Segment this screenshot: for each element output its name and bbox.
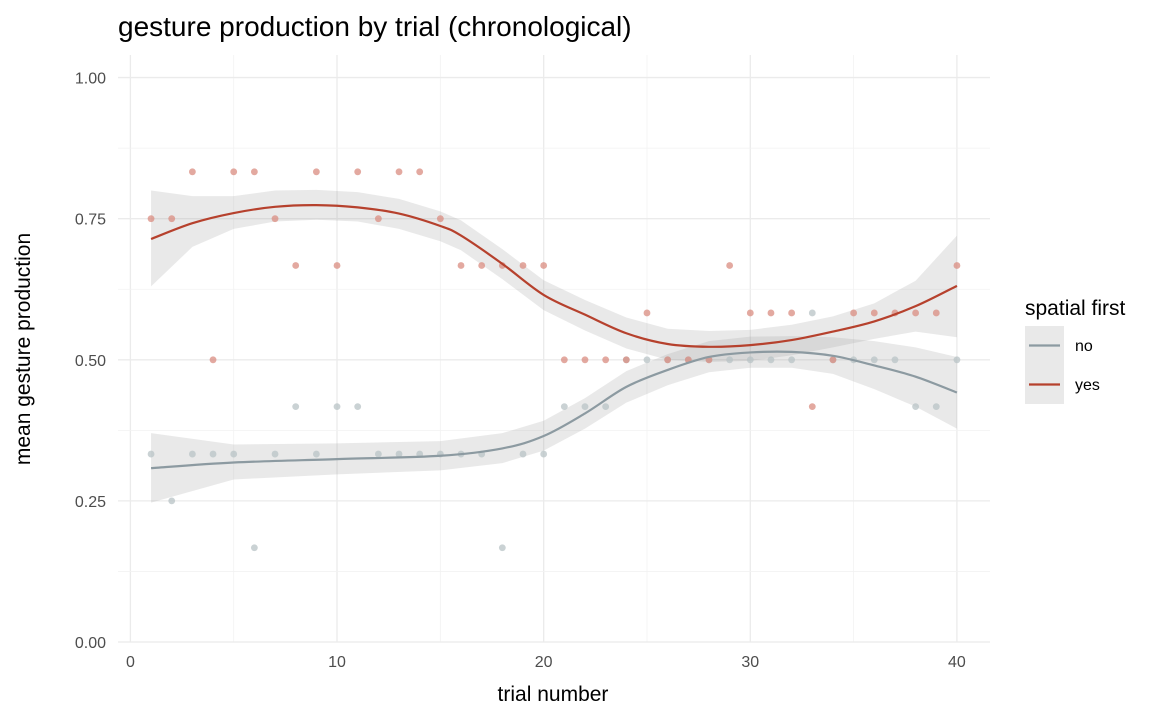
chart-title: gesture production by trial (chronologic…	[118, 11, 632, 42]
x-tick-label: 20	[535, 654, 553, 671]
point-no	[932, 403, 940, 411]
point-yes	[581, 356, 589, 364]
point-yes	[953, 262, 961, 269]
data-points	[147, 168, 961, 552]
point-no	[168, 497, 176, 505]
point-no	[788, 356, 796, 364]
point-yes	[271, 215, 279, 223]
y-tick-label: 1.00	[75, 71, 106, 88]
point-no	[808, 309, 816, 317]
point-no	[209, 450, 217, 458]
point-yes	[850, 309, 858, 317]
point-yes	[602, 356, 610, 364]
point-yes	[436, 215, 444, 223]
point-yes	[416, 168, 424, 176]
point-no	[519, 450, 527, 458]
point-no	[292, 403, 300, 411]
point-yes	[746, 309, 754, 317]
x-tick-label: 10	[328, 654, 346, 671]
y-tick-label: 0.25	[75, 494, 106, 511]
point-yes	[250, 168, 258, 176]
point-yes	[209, 356, 217, 364]
point-no	[891, 356, 899, 364]
point-no	[560, 403, 568, 411]
point-yes	[829, 356, 837, 364]
point-no	[540, 450, 548, 458]
x-axis-label: trial number	[498, 683, 609, 706]
point-no	[602, 403, 610, 411]
point-yes	[540, 262, 548, 269]
y-tick-label: 0.50	[75, 353, 106, 370]
point-yes	[230, 168, 238, 176]
confidence-band-no	[151, 336, 957, 503]
point-no	[870, 356, 878, 364]
y-tick-label: 0.75	[75, 212, 106, 229]
point-yes	[168, 215, 176, 223]
point-no	[230, 450, 238, 458]
smooth-line-no	[150, 350, 958, 470]
point-no	[726, 356, 734, 364]
point-yes	[478, 262, 486, 269]
legend-label-no: no	[1075, 338, 1093, 355]
smooth-lines	[150, 204, 958, 470]
confidence-band-yes	[151, 189, 957, 363]
legend-label-yes: yes	[1075, 377, 1100, 394]
point-no	[374, 450, 382, 458]
point-yes	[395, 168, 403, 176]
point-no	[767, 356, 775, 364]
point-no	[395, 450, 403, 458]
confidence-bands	[151, 189, 957, 503]
x-tick-label: 30	[741, 654, 759, 671]
point-yes	[870, 309, 878, 317]
point-yes	[374, 215, 382, 223]
point-yes	[560, 356, 568, 364]
point-yes	[354, 168, 362, 176]
point-no	[498, 544, 506, 552]
point-yes	[767, 309, 775, 317]
point-yes	[664, 356, 672, 364]
y-tick-label: 0.00	[75, 635, 106, 652]
point-yes	[312, 168, 320, 176]
tick-labels: 0 10 20 30 40 0.00 0.25 0.50 0.75 1.00	[75, 71, 966, 671]
point-yes	[808, 403, 816, 411]
point-yes	[726, 262, 734, 269]
x-tick-label: 0	[126, 654, 135, 671]
point-yes	[292, 262, 300, 269]
legend-title: spatial first	[1025, 297, 1126, 320]
point-yes	[333, 262, 341, 269]
point-no	[746, 356, 754, 364]
point-yes	[932, 309, 940, 317]
x-tick-label: 40	[948, 654, 966, 671]
point-no	[354, 403, 362, 411]
point-no	[953, 356, 961, 364]
point-yes	[912, 309, 920, 317]
point-yes	[622, 356, 630, 364]
point-no	[147, 450, 155, 458]
point-yes	[188, 168, 196, 176]
point-yes	[519, 262, 527, 269]
point-no	[250, 544, 258, 552]
point-yes	[788, 309, 796, 317]
point-no	[312, 450, 320, 458]
point-no	[912, 403, 920, 411]
point-yes	[147, 215, 155, 223]
point-yes	[643, 309, 651, 317]
legend: spatial first no yes	[1025, 297, 1126, 404]
point-no	[581, 403, 589, 411]
y-axis-label: mean gesture production	[12, 233, 35, 465]
point-no	[188, 450, 196, 458]
point-no	[271, 450, 279, 458]
point-yes	[457, 262, 465, 269]
smooth-line-yes	[150, 204, 958, 348]
point-no	[333, 403, 341, 411]
point-no	[643, 356, 651, 364]
